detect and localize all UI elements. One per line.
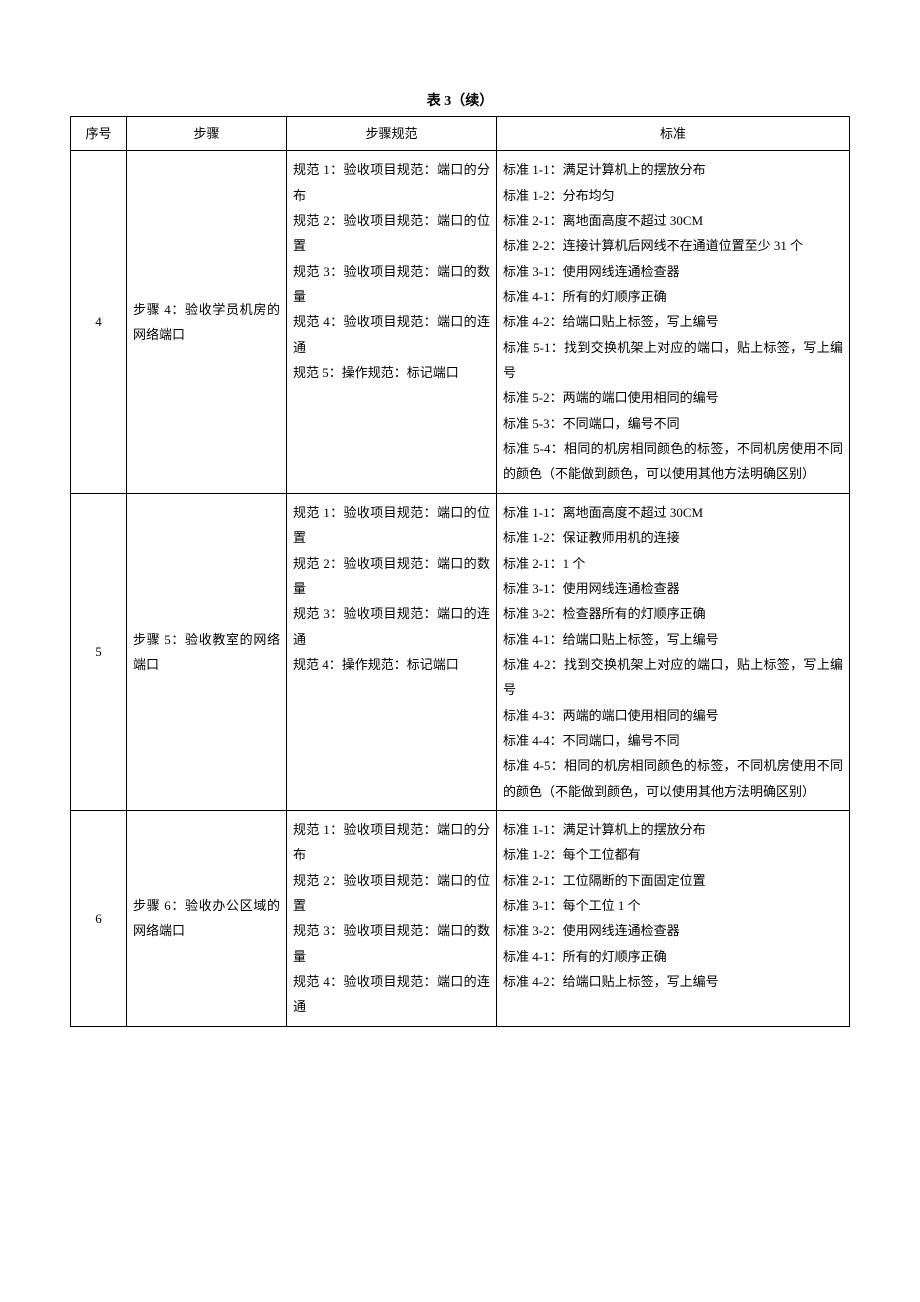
- col-header-step: 步骤: [127, 117, 287, 151]
- col-header-seq: 序号: [71, 117, 127, 151]
- cell-seq: 4: [71, 151, 127, 493]
- spec-table: 序号 步骤 步骤规范 标准 4步骤 4：验收学员机房的网络端口规范 1：验收项目…: [70, 116, 850, 1027]
- cell-seq: 5: [71, 493, 127, 810]
- spec-line: 规范 5：操作规范：标记端口: [293, 360, 490, 385]
- std-line: 标准 4-5：相同的机房相同颜色的标签，不同机房使用不同的颜色（不能做到颜色，可…: [503, 753, 843, 804]
- std-line: 标准 4-2：给端口贴上标签，写上编号: [503, 309, 843, 334]
- std-line: 标准 4-2：找到交换机架上对应的端口，贴上标签，写上编号: [503, 652, 843, 703]
- cell-seq: 6: [71, 810, 127, 1026]
- std-line: 标准 5-2：两端的端口使用相同的编号: [503, 385, 843, 410]
- table-body: 4步骤 4：验收学员机房的网络端口规范 1：验收项目规范：端口的分布规范 2：验…: [71, 151, 850, 1026]
- std-line: 标准 1-2：分布均匀: [503, 183, 843, 208]
- cell-std: 标准 1-1：满足计算机上的摆放分布标准 1-2：分布均匀标准 2-1：离地面高…: [497, 151, 850, 493]
- col-header-std: 标准: [497, 117, 850, 151]
- col-header-spec: 步骤规范: [287, 117, 497, 151]
- cell-step: 步骤 5：验收教室的网络端口: [127, 493, 287, 810]
- std-line: 标准 2-1：工位隔断的下面固定位置: [503, 868, 843, 893]
- std-line: 标准 3-1：使用网线连通检查器: [503, 259, 843, 284]
- std-line: 标准 1-2：每个工位都有: [503, 842, 843, 867]
- spec-line: 规范 2：验收项目规范：端口的位置: [293, 208, 490, 259]
- cell-spec: 规范 1：验收项目规范：端口的分布规范 2：验收项目规范：端口的位置规范 3：验…: [287, 151, 497, 493]
- table-row: 6步骤 6：验收办公区域的网络端口规范 1：验收项目规范：端口的分布规范 2：验…: [71, 810, 850, 1026]
- std-line: 标准 1-2：保证教师用机的连接: [503, 525, 843, 550]
- std-line: 标准 1-1：满足计算机上的摆放分布: [503, 157, 843, 182]
- spec-line: 规范 4：验收项目规范：端口的连通: [293, 969, 490, 1020]
- std-line: 标准 4-1：所有的灯顺序正确: [503, 944, 843, 969]
- spec-line: 规范 1：验收项目规范：端口的分布: [293, 157, 490, 208]
- std-line: 标准 3-1：使用网线连通检查器: [503, 576, 843, 601]
- cell-std: 标准 1-1：离地面高度不超过 30CM标准 1-2：保证教师用机的连接标准 2…: [497, 493, 850, 810]
- cell-std: 标准 1-1：满足计算机上的摆放分布标准 1-2：每个工位都有标准 2-1：工位…: [497, 810, 850, 1026]
- spec-line: 规范 3：验收项目规范：端口的连通: [293, 601, 490, 652]
- std-line: 标准 4-3：两端的端口使用相同的编号: [503, 703, 843, 728]
- table-caption: 表 3（续）: [70, 90, 850, 110]
- spec-line: 规范 4：验收项目规范：端口的连通: [293, 309, 490, 360]
- cell-spec: 规范 1：验收项目规范：端口的位置规范 2：验收项目规范：端口的数量规范 3：验…: [287, 493, 497, 810]
- spec-line: 规范 2：验收项目规范：端口的数量: [293, 551, 490, 602]
- std-line: 标准 2-1：离地面高度不超过 30CM: [503, 208, 843, 233]
- cell-step: 步骤 6：验收办公区域的网络端口: [127, 810, 287, 1026]
- std-line: 标准 5-3：不同端口，编号不同: [503, 411, 843, 436]
- std-line: 标准 1-1：满足计算机上的摆放分布: [503, 817, 843, 842]
- std-line: 标准 3-2：使用网线连通检查器: [503, 918, 843, 943]
- std-line: 标准 1-1：离地面高度不超过 30CM: [503, 500, 843, 525]
- std-line: 标准 4-1：给端口贴上标签，写上编号: [503, 627, 843, 652]
- std-line: 标准 4-1：所有的灯顺序正确: [503, 284, 843, 309]
- table-row: 5步骤 5：验收教室的网络端口规范 1：验收项目规范：端口的位置规范 2：验收项…: [71, 493, 850, 810]
- std-line: 标准 2-2：连接计算机后网线不在通道位置至少 31 个: [503, 233, 843, 258]
- std-line: 标准 5-1：找到交换机架上对应的端口，贴上标签，写上编号: [503, 335, 843, 386]
- std-line: 标准 3-2：检查器所有的灯顺序正确: [503, 601, 843, 626]
- std-line: 标准 5-4：相同的机房相同颜色的标签，不同机房使用不同的颜色（不能做到颜色，可…: [503, 436, 843, 487]
- spacer: [503, 994, 843, 1019]
- spec-line: 规范 3：验收项目规范：端口的数量: [293, 259, 490, 310]
- cell-step: 步骤 4：验收学员机房的网络端口: [127, 151, 287, 493]
- std-line: 标准 4-4：不同端口，编号不同: [503, 728, 843, 753]
- std-line: 标准 4-2：给端口贴上标签，写上编号: [503, 969, 843, 994]
- spec-line: 规范 4：操作规范：标记端口: [293, 652, 490, 677]
- cell-spec: 规范 1：验收项目规范：端口的分布规范 2：验收项目规范：端口的位置规范 3：验…: [287, 810, 497, 1026]
- spec-line: 规范 1：验收项目规范：端口的分布: [293, 817, 490, 868]
- std-line: 标准 2-1：1 个: [503, 551, 843, 576]
- std-line: 标准 3-1：每个工位 1 个: [503, 893, 843, 918]
- spec-line: 规范 3：验收项目规范：端口的数量: [293, 918, 490, 969]
- table-row: 4步骤 4：验收学员机房的网络端口规范 1：验收项目规范：端口的分布规范 2：验…: [71, 151, 850, 493]
- header-row: 序号 步骤 步骤规范 标准: [71, 117, 850, 151]
- spec-line: 规范 2：验收项目规范：端口的位置: [293, 868, 490, 919]
- spec-line: 规范 1：验收项目规范：端口的位置: [293, 500, 490, 551]
